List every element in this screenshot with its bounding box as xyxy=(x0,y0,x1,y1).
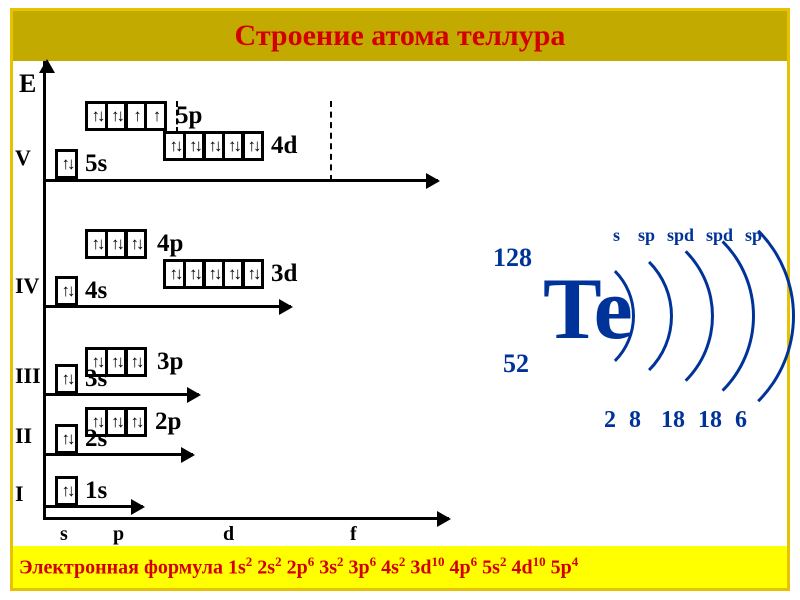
orbital-5p: ↑↓↑↓↑↑ xyxy=(85,101,167,131)
orbital-box: ↑↓ xyxy=(124,347,147,377)
roman-numeral: IV xyxy=(15,273,39,299)
slide-frame: Строение атома теллура E IIIIIIIVV ↑↓1s↑… xyxy=(10,8,790,591)
orbital-box: ↑ xyxy=(144,101,167,131)
orbital-box: ↑↓ xyxy=(55,276,78,306)
level-line xyxy=(43,179,438,182)
orbital-3d: ↑↓↑↓↑↓↑↓↑↓ xyxy=(163,259,264,289)
orbital-label: 5s xyxy=(85,150,107,178)
roman-numeral: I xyxy=(15,481,24,507)
orbital-label: 3d xyxy=(271,260,297,288)
page-title: Строение атома теллура xyxy=(13,11,787,61)
sublevel-label: f xyxy=(350,523,357,546)
orbital-1s: ↑↓ xyxy=(55,476,78,506)
orbital-label: 4d xyxy=(271,132,297,160)
orbital-box: ↑↓ xyxy=(55,476,78,506)
orbital-label: 5p xyxy=(176,102,202,130)
shell-electron-count: 18 xyxy=(698,407,722,434)
orbital-label: 2p xyxy=(155,408,181,436)
shell-electron-count: 2 xyxy=(604,407,616,434)
orbital-3p: ↑↓↑↓↑↓ xyxy=(85,347,147,377)
shell-sublevel-label: spd xyxy=(667,225,694,246)
electron-formula: Электронная формула 1s2 2s2 2p6 3s2 3p6 … xyxy=(13,546,787,588)
orbital-label: 4s xyxy=(85,277,107,305)
shell-electron-count: 8 xyxy=(629,407,641,434)
roman-numeral: II xyxy=(15,423,32,449)
shell-sublevel-label: sp xyxy=(638,225,655,246)
orbital-2s: ↑↓ xyxy=(55,424,78,454)
orbital-3s: ↑↓ xyxy=(55,364,78,394)
x-axis xyxy=(43,517,449,520)
element-panel: 128 52 Te sspspdspdsp 2818186 xyxy=(463,221,793,461)
orbital-4d: ↑↓↑↓↑↓↑↓↑↓ xyxy=(163,131,264,161)
energy-diagram: E IIIIIIIVV ↑↓1s↑↓2s↑↓↑↓↑↓2p↑↓3s↑↓↑↓↑↓3p… xyxy=(13,61,453,561)
orbital-4s: ↑↓ xyxy=(55,276,78,306)
axis-y-label: E xyxy=(19,69,36,99)
orbital-box: ↑↓ xyxy=(55,364,78,394)
roman-numeral: III xyxy=(15,363,41,389)
orbital-box: ↑↓ xyxy=(241,259,264,289)
orbital-box: ↑↓ xyxy=(55,149,78,179)
dashed-line xyxy=(330,101,332,181)
roman-numeral: V xyxy=(15,145,31,171)
shell-electron-count: 18 xyxy=(661,407,685,434)
shell-sublevel-label: sp xyxy=(745,225,762,246)
orbital-box: ↑↓ xyxy=(124,229,147,259)
orbital-box: ↑↓ xyxy=(124,407,147,437)
dashed-line xyxy=(176,101,178,133)
sublevel-label: d xyxy=(223,523,234,546)
shell-sublevel-label: s xyxy=(613,225,620,246)
orbital-label: 4p xyxy=(157,230,183,258)
orbital-5s: ↑↓ xyxy=(55,149,78,179)
orbital-label: 3p xyxy=(157,348,183,376)
orbital-label: 1s xyxy=(85,477,107,505)
sublevel-label: p xyxy=(113,523,124,546)
shell-sublevel-label: spd xyxy=(706,225,733,246)
orbital-4p: ↑↓↑↓↑↓ xyxy=(85,229,147,259)
orbital-2p: ↑↓↑↓↑↓ xyxy=(85,407,147,437)
sublevel-label: s xyxy=(60,523,68,546)
level-line xyxy=(43,305,291,308)
y-axis xyxy=(43,61,46,519)
orbital-box: ↑↓ xyxy=(55,424,78,454)
orbital-box: ↑↓ xyxy=(241,131,264,161)
shell-electron-count: 6 xyxy=(735,407,747,434)
